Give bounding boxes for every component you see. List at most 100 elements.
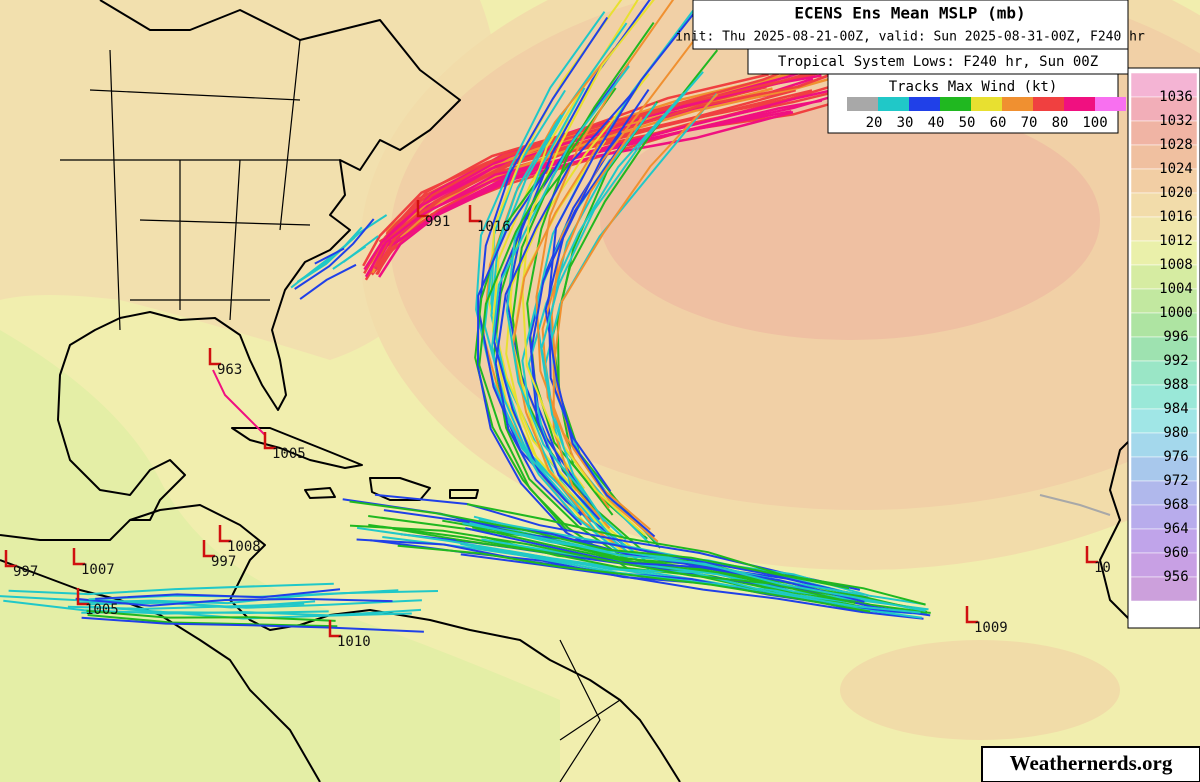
- storm-track: [88, 605, 329, 615]
- lows-title: Tropical System Lows: F240 hr, Sun 00Z: [778, 54, 1098, 70]
- storm-track: [465, 527, 865, 603]
- storm-track: [460, 553, 864, 614]
- colorbar-cell: [1130, 96, 1198, 122]
- low-pressure-label: 991: [425, 214, 450, 230]
- low-marker: [76, 588, 89, 606]
- island-puerto-rico: [449, 489, 479, 499]
- low-pressure-label: 1016: [477, 219, 511, 235]
- storm-track: [481, 538, 929, 611]
- colorbar-cell: [1130, 264, 1198, 290]
- low-pressure-label: 1007: [81, 562, 115, 578]
- colorbar-cell: [1130, 456, 1198, 482]
- storm-track: [81, 616, 424, 633]
- low-marker: [263, 432, 276, 450]
- storm-track: [349, 500, 850, 590]
- colorbar-cell: [1130, 408, 1198, 434]
- state-borders: [60, 39, 621, 782]
- colorbar-label: 1028: [1159, 137, 1193, 153]
- colorbar-cell: [1130, 72, 1198, 98]
- low-pressure-label: 963: [217, 362, 242, 378]
- colorbar-cell: [1130, 432, 1198, 458]
- low-pressure-shading: [0, 330, 560, 782]
- track-group: [0, 0, 1111, 633]
- storm-track: [75, 597, 393, 607]
- colorbar-label: 968: [1163, 497, 1188, 513]
- coastline-pacific: [0, 559, 321, 782]
- wind-swatch: [1033, 97, 1064, 111]
- storm-track: [462, 522, 926, 612]
- storm-track: [527, 92, 685, 571]
- lows-title-box: [747, 48, 1129, 75]
- storm-track: [505, 73, 650, 560]
- wind-swatch: [971, 97, 1002, 111]
- storm-track: [294, 218, 375, 290]
- colorbar-cell: [1130, 384, 1198, 410]
- storm-track: [466, 503, 926, 606]
- low-pressure-label: 997: [211, 554, 236, 570]
- colorbar-label: 960: [1163, 545, 1188, 561]
- low-marker: [208, 348, 221, 366]
- wind-label: 40: [928, 115, 945, 131]
- wind-swatch: [1002, 97, 1033, 111]
- wind-swatch: [847, 97, 878, 111]
- colorbar-label: 1008: [1159, 257, 1193, 273]
- wind-swatch: [940, 97, 971, 111]
- wind-label: 70: [1021, 115, 1038, 131]
- storm-track: [212, 369, 266, 436]
- colorbar-label: 1012: [1159, 233, 1193, 249]
- storm-track: [535, 0, 675, 531]
- low-pressure-label: 1008: [227, 539, 261, 555]
- colorbar-cell: [1130, 360, 1198, 386]
- colorbar-label: 984: [1163, 401, 1188, 417]
- low-pressure-label: 1009: [974, 620, 1008, 636]
- watermark-box: [981, 746, 1200, 782]
- colorbar-label: 956: [1163, 569, 1188, 585]
- low-pressure-label: 997: [13, 564, 38, 580]
- storm-track: [356, 526, 921, 614]
- wind-swatch: [1095, 97, 1126, 111]
- storm-track: [364, 104, 771, 278]
- low-marker: [328, 620, 341, 638]
- wind-swatch: [878, 97, 909, 111]
- low-marker: [218, 525, 231, 543]
- storm-track: [505, 87, 587, 496]
- colorbar-cell: [1130, 528, 1198, 554]
- storm-track: [86, 609, 336, 622]
- watermark: Weathernerds.org: [1010, 751, 1173, 775]
- storm-track: [478, 168, 630, 571]
- wind-label: 50: [959, 115, 976, 131]
- low-marker: [416, 200, 429, 218]
- storm-track: [314, 247, 345, 265]
- coastline-north-america: [0, 0, 461, 541]
- low-pressure-label: 1010: [337, 634, 371, 650]
- wind-swatch: [909, 97, 940, 111]
- storm-track: [494, 88, 637, 526]
- storm-track: [491, 65, 633, 563]
- storm-track: [556, 101, 661, 549]
- wind-legend: 20 30 40 50 60 70 80 100: [847, 97, 1126, 131]
- storm-track: [1039, 494, 1111, 516]
- storm-track: [349, 524, 856, 604]
- colorbar-cell: [1130, 504, 1198, 530]
- low-pressure-label: 1005: [85, 602, 119, 618]
- colorbar-label: 1004: [1159, 281, 1193, 297]
- storm-track: [476, 166, 626, 565]
- pressure-1016-south: [840, 640, 1120, 740]
- wind-swatch: [1064, 97, 1095, 111]
- low-marker: [202, 540, 215, 558]
- colorbar-label: 964: [1163, 521, 1188, 537]
- island-jamaica: [304, 487, 336, 499]
- wind-label: 80: [1052, 115, 1069, 131]
- colorbar-cell: [1130, 576, 1198, 602]
- colorbar-label: 972: [1163, 473, 1188, 489]
- colorbar-label: 1024: [1159, 161, 1193, 177]
- storm-track: [528, 131, 623, 515]
- low-marker: [4, 550, 17, 568]
- colorbar-label: 1016: [1159, 209, 1193, 225]
- colorbar-cell: [1130, 336, 1198, 362]
- storm-track: [483, 114, 580, 513]
- low-pressure-label: 1005: [272, 446, 306, 462]
- storm-track: [530, 144, 623, 521]
- storm-track: [397, 544, 871, 613]
